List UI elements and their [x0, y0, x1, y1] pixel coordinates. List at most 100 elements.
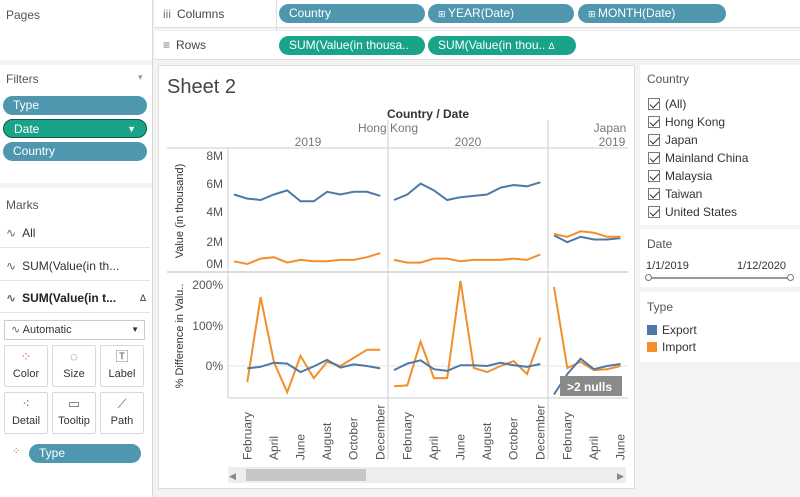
label-button-label: Label: [108, 368, 136, 380]
series-line-import-pct[interactable]: [393, 280, 542, 388]
color-button[interactable]: ⁘ Color: [4, 345, 48, 387]
pages-card: Pages: [0, 0, 152, 60]
pages-title: Pages: [6, 8, 41, 22]
y-bottom-ticks: 200% 100% 0%: [192, 278, 223, 373]
tooltip-button[interactable]: ▭ Tooltip: [52, 392, 96, 434]
series-line-export-pct[interactable]: [393, 359, 541, 372]
x-tick-label: August: [480, 422, 494, 460]
columns-pill-month-label: MONTH(Date): [598, 6, 676, 20]
marks-row-all[interactable]: ∿ All: [0, 218, 150, 248]
marks-row-value-label: SUM(Value(in th...: [22, 259, 120, 273]
date-slider-track[interactable]: [648, 277, 790, 279]
columns-pill-year[interactable]: ⊞ YEAR(Date): [428, 4, 574, 23]
color-dots-icon: ⁘: [12, 446, 21, 457]
checkbox[interactable]: [648, 188, 660, 200]
country-option[interactable]: Hong Kong: [648, 113, 725, 131]
series-line-import-value[interactable]: [553, 230, 621, 238]
legend-item-import[interactable]: Import: [647, 340, 696, 354]
checkbox[interactable]: [648, 170, 660, 182]
y-top-tick: 0M: [206, 257, 223, 271]
detail-button[interactable]: ⁖ Detail: [4, 392, 48, 434]
filter-pill-country[interactable]: Country: [3, 142, 147, 161]
country-option[interactable]: Mainland China: [648, 149, 748, 167]
null-badge-bg[interactable]: [560, 376, 622, 396]
checkbox[interactable]: [648, 98, 660, 110]
chevron-down-icon[interactable]: ▼: [127, 124, 136, 134]
date-max: 1/12/2020: [737, 260, 786, 272]
rows-pill-pct-label: SUM(Value(in thou..: [438, 38, 546, 52]
country-option[interactable]: Japan: [648, 131, 698, 149]
delta-icon: Δ: [548, 41, 555, 51]
checkbox[interactable]: [648, 152, 660, 164]
chevron-down-icon: ▼: [131, 325, 139, 334]
series-line-import-pct[interactable]: [246, 296, 381, 395]
date-slider-handle-min[interactable]: [645, 274, 652, 281]
expand-icon: ⊞: [438, 9, 449, 19]
country-option[interactable]: Taiwan: [648, 185, 702, 203]
tooltip-button-label: Tooltip: [58, 415, 90, 427]
checkbox[interactable]: [648, 206, 660, 218]
series-line-export-pct[interactable]: [247, 358, 381, 374]
h-scrollbar-thumb[interactable]: [246, 469, 366, 481]
legend-item-export[interactable]: Export: [647, 323, 697, 337]
x-tick-layer: February April June August October December Fe…: [240, 405, 627, 460]
marks-row-all-label: All: [22, 226, 36, 240]
x-tick-label: April: [267, 436, 281, 460]
year-header-hk-2020: 2020: [455, 135, 482, 149]
y-axis-label-value: Value (in thousand): [174, 164, 186, 259]
x-tick-label: December: [373, 405, 387, 460]
delta-icon: Δ: [139, 293, 146, 303]
series-layer: [233, 181, 621, 395]
label-t-icon: 🅃: [115, 349, 129, 364]
country-header-japan: Japan: [594, 121, 627, 135]
country-option[interactable]: United States: [648, 203, 737, 221]
null-badge[interactable]: >2 nulls: [567, 380, 612, 394]
country-option[interactable]: Malaysia: [648, 167, 712, 185]
mark-type-value: Automatic: [22, 324, 72, 336]
scroll-left-icon[interactable]: ◀: [229, 471, 236, 481]
x-tick-label: April: [587, 436, 601, 460]
marks-row-pct-diff[interactable]: ∿ SUM(Value(in t... Δ: [0, 283, 150, 313]
date-filter-title: Date: [647, 237, 673, 251]
country-option[interactable]: (All): [648, 95, 686, 113]
marks-row-value[interactable]: ∿ SUM(Value(in th...: [0, 251, 150, 281]
x-tick-label: June: [614, 434, 628, 460]
size-button[interactable]: ◌ Size: [52, 345, 96, 387]
mark-type-dropdown[interactable]: ∿ Automatic ▼: [4, 320, 145, 340]
date-slider-handle-max[interactable]: [787, 274, 794, 281]
columns-pill-month[interactable]: ⊞ MONTH(Date): [578, 4, 726, 23]
series-line-import-value[interactable]: [233, 252, 381, 266]
sheet-title: Sheet 2: [167, 76, 236, 98]
series-line-export-value[interactable]: [233, 189, 381, 203]
series-line-export-value[interactable]: [553, 234, 621, 244]
path-button[interactable]: ⟋ Path: [100, 392, 144, 434]
rows-pill-value[interactable]: SUM(Value(in thousa..: [279, 36, 425, 55]
legend-label: Import: [662, 340, 697, 354]
y-top-tick: 4M: [206, 205, 223, 219]
legend-swatch-import: [647, 342, 657, 352]
series-line-export-value[interactable]: [393, 181, 541, 202]
label-button[interactable]: 🅃 Label: [100, 345, 144, 387]
country-option-label: Hong Kong: [665, 115, 726, 129]
x-tick-label: August: [320, 422, 334, 460]
filter-pill-date[interactable]: Date ▼: [3, 119, 147, 138]
checkbox[interactable]: [648, 116, 660, 128]
series-line-import-pct[interactable]: [553, 286, 621, 372]
rows-shelf-label: ≡ Rows: [163, 38, 206, 52]
series-line-import-value[interactable]: [393, 253, 541, 264]
rows-pill-pct-diff[interactable]: SUM(Value(in thou.. Δ: [428, 36, 576, 55]
scroll-right-icon[interactable]: ▶: [617, 471, 624, 481]
x-tick-label: February: [240, 412, 254, 460]
columns-pill-country[interactable]: Country: [279, 4, 425, 23]
filters-title: Filters: [6, 72, 39, 86]
line-mark-icon: ∿: [6, 291, 17, 305]
marks-type-pill[interactable]: Type: [29, 444, 141, 463]
x-tick-label: June: [294, 434, 308, 460]
filters-card: Filters ▾ Type Date ▼ Country: [0, 65, 152, 183]
filter-pill-type[interactable]: Type: [3, 96, 147, 115]
filters-menu-icon[interactable]: ▾: [138, 72, 143, 82]
checkbox[interactable]: [648, 134, 660, 146]
line-mark-icon: ∿: [11, 324, 23, 336]
tooltip-icon: ▭: [67, 396, 81, 411]
left-divider: [152, 0, 153, 497]
